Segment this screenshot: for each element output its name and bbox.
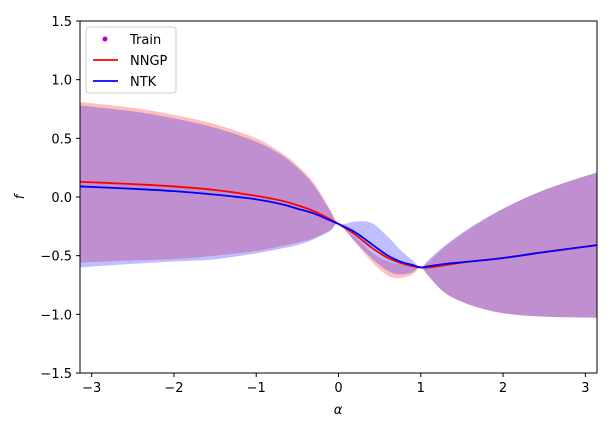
y-tick-label: −1.5 [40, 367, 72, 382]
x-tick-label: −2 [164, 381, 183, 396]
x-tick-label: 1 [417, 381, 425, 396]
y-tick-label: 0.0 [51, 191, 72, 206]
x-tick-label: −1 [247, 381, 266, 396]
legend-frame [85, 26, 177, 94]
x-tick-label: 0 [334, 381, 342, 396]
band-ntk [80, 105, 597, 318]
x-axis: −3 −2 −1 0 1 2 3 [82, 373, 589, 396]
y-tick-label: 0.5 [51, 132, 72, 147]
y-axis-label: f [13, 192, 28, 199]
y-tick-label: −0.5 [40, 250, 72, 265]
mean-lines [80, 180, 597, 269]
y-tick-label: 1.5 [51, 15, 72, 30]
legend-label-ntk: NTK [130, 75, 157, 90]
y-tick-label: −1.0 [40, 308, 72, 323]
line-ntk [80, 185, 597, 269]
y-tick-label: 1.0 [51, 74, 72, 89]
x-axis-label: α [334, 403, 343, 418]
legend-marker-train [102, 36, 108, 42]
x-tick-label: 3 [581, 381, 589, 396]
x-tick-label: −3 [82, 381, 101, 396]
confidence-bands [80, 101, 597, 318]
y-axis: −1.5 −1.0 −0.5 0.0 0.5 1.0 1.5 [40, 15, 80, 382]
legend-label-nngp: NNGP [130, 54, 168, 69]
band-nngp [80, 101, 597, 318]
legend: Train NNGP NTK [85, 26, 177, 94]
x-tick-label: 2 [499, 381, 507, 396]
legend-label-train: Train [129, 33, 161, 48]
